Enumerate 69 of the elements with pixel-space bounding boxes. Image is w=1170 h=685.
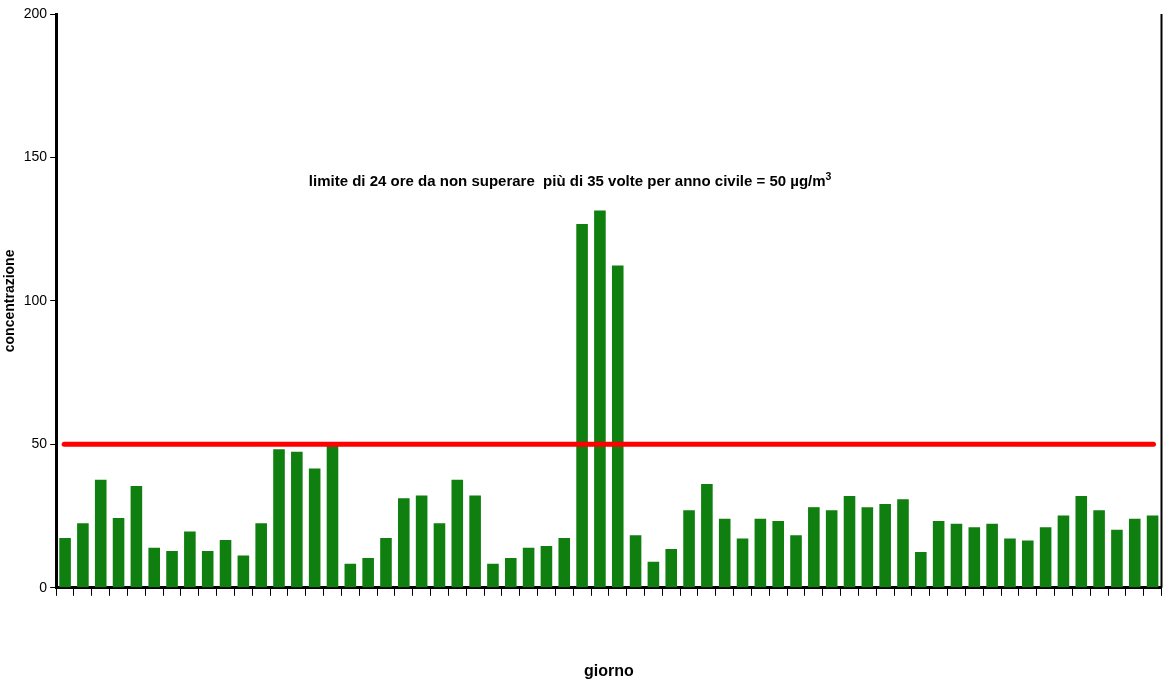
y-tick-label: 0 xyxy=(39,578,48,595)
y-tick-label: 50 xyxy=(31,435,48,452)
bar xyxy=(718,518,731,588)
y-tick-label: 200 xyxy=(23,4,48,21)
bar xyxy=(487,563,499,588)
bar xyxy=(166,551,178,588)
bar xyxy=(594,210,606,588)
bar xyxy=(308,468,321,588)
bar xyxy=(754,518,767,588)
bar xyxy=(415,495,428,588)
bar xyxy=(932,520,945,588)
bar xyxy=(825,510,838,588)
bar xyxy=(558,537,571,588)
bar xyxy=(59,537,71,588)
bar xyxy=(1093,510,1105,588)
x-axis-title: giorno xyxy=(583,661,634,679)
bar xyxy=(736,538,749,588)
y-tick-label: 150 xyxy=(23,148,48,165)
bar xyxy=(986,523,998,588)
bar xyxy=(683,510,695,588)
bar xyxy=(201,551,214,588)
bar xyxy=(843,495,856,588)
bar xyxy=(380,537,392,588)
bar xyxy=(879,504,891,588)
bar xyxy=(1075,495,1088,588)
bar xyxy=(451,479,464,588)
bar xyxy=(897,499,909,588)
bar xyxy=(255,523,267,588)
y-axis-title: concentrazione xyxy=(1,249,18,353)
bar xyxy=(665,549,678,588)
bar xyxy=(1057,515,1070,588)
bar xyxy=(611,265,624,588)
bar xyxy=(362,557,374,588)
bar xyxy=(1021,540,1034,588)
bar xyxy=(1111,529,1123,588)
bar xyxy=(344,563,357,588)
bar xyxy=(808,507,820,588)
bar xyxy=(576,224,588,588)
bar xyxy=(629,535,642,588)
bar xyxy=(647,561,660,588)
bar xyxy=(291,451,303,588)
bar xyxy=(1004,538,1016,588)
bar xyxy=(273,449,285,588)
bar xyxy=(540,545,553,588)
bar xyxy=(950,523,963,588)
bar xyxy=(130,485,143,588)
bar xyxy=(1128,518,1141,588)
bar xyxy=(184,531,196,588)
bar xyxy=(94,479,107,588)
bar xyxy=(522,547,535,588)
bar xyxy=(77,523,89,588)
bar xyxy=(915,551,927,588)
bar xyxy=(433,523,446,588)
bar xyxy=(772,520,784,588)
bar xyxy=(968,527,981,588)
bar xyxy=(1039,527,1052,588)
bar xyxy=(701,483,713,588)
bar xyxy=(112,518,125,588)
bar xyxy=(237,555,250,588)
bar xyxy=(148,547,161,588)
bar xyxy=(469,495,481,588)
bar xyxy=(504,557,517,588)
bar xyxy=(398,498,410,588)
bar xyxy=(861,507,874,588)
bar xyxy=(790,535,802,588)
bar xyxy=(219,539,232,588)
y-tick-label: 100 xyxy=(23,291,48,308)
bar xyxy=(326,444,339,588)
bar xyxy=(1146,515,1159,588)
